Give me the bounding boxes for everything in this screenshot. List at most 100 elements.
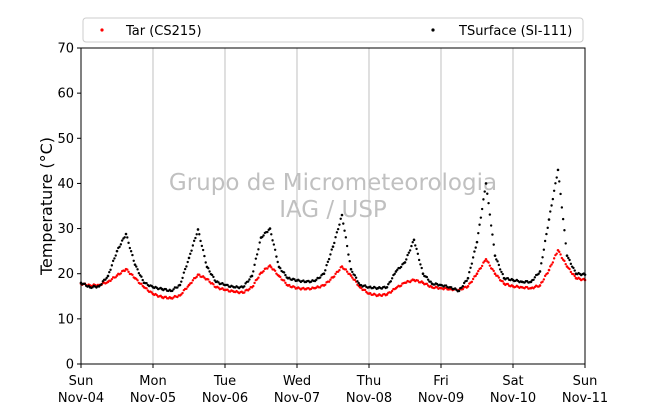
- data-point: [538, 270, 542, 273]
- data-point-interp: [342, 222, 345, 225]
- data-point-interp: [482, 198, 485, 201]
- data-point-interp: [198, 233, 201, 236]
- data-point-interp: [140, 275, 143, 278]
- y-axis: 0 10 20 30 40 50 60 70: [57, 42, 81, 373]
- data-point-interp: [270, 266, 273, 269]
- data-point-interp: [140, 282, 143, 285]
- data-point-interp: [212, 275, 215, 279]
- data-point-interp: [252, 284, 255, 288]
- x-tick-label-date: Nov-06: [202, 391, 248, 406]
- data-point-interp: [109, 268, 112, 271]
- series-tar: [79, 248, 587, 300]
- x-tick-label-date: Nov-07: [274, 391, 320, 406]
- data-point: [547, 218, 551, 221]
- data-point-interp: [543, 274, 547, 278]
- data-point-interp: [217, 281, 220, 284]
- data-point-interp: [389, 280, 393, 283]
- data-point-interp: [136, 279, 139, 282]
- data-point: [421, 272, 425, 276]
- data-point-interp: [353, 274, 357, 277]
- data-point-interp: [411, 241, 414, 244]
- data-point-interp: [563, 259, 566, 263]
- y-tick-label: 10: [57, 312, 74, 327]
- data-point-interp: [252, 270, 255, 273]
- data-point-interp: [270, 233, 273, 236]
- data-point-interp: [136, 268, 139, 271]
- data-point: [412, 238, 416, 242]
- data-point-interp: [325, 263, 328, 267]
- data-point-interp: [126, 236, 129, 239]
- data-point-interp: [336, 227, 340, 231]
- data-point-interp: [176, 295, 179, 299]
- data-point-interp: [559, 192, 562, 196]
- data-point: [565, 254, 569, 257]
- data-point-interp: [470, 280, 474, 284]
- data-point-interp: [207, 278, 210, 281]
- y-tick-label: 20: [57, 267, 74, 282]
- data-point-interp: [541, 280, 544, 283]
- data-point-interp: [105, 276, 108, 280]
- data-point-interp: [344, 268, 348, 271]
- data-point-interp: [246, 280, 250, 283]
- data-point-interp: [363, 288, 367, 292]
- x-tick-label-date: Nov-09: [418, 391, 464, 406]
- data-point-interp: [186, 260, 189, 264]
- data-point-interp: [284, 281, 287, 285]
- plot-frame: [80, 47, 586, 365]
- data-point: [538, 284, 542, 287]
- data-point-interp: [118, 245, 121, 249]
- data-point-interp: [417, 258, 421, 262]
- data-point-interp: [550, 263, 553, 266]
- x-tick-label-day: Mon: [139, 374, 166, 389]
- watermark-line-2: IAG / USP: [279, 197, 387, 223]
- data-point-interp: [333, 241, 336, 245]
- data-point-interp: [444, 284, 448, 287]
- data-point-interp: [324, 269, 327, 272]
- data-point-interp: [282, 271, 286, 274]
- data-point-interp: [560, 206, 564, 209]
- data-point-interp: [339, 217, 342, 221]
- y-tick-label: 30: [57, 222, 74, 237]
- data-point-interp: [253, 281, 256, 285]
- y-axis-label: Temperature (°C): [37, 137, 56, 276]
- data-point-interp: [474, 274, 477, 278]
- data-point-interp: [123, 236, 126, 239]
- data-point: [475, 240, 479, 244]
- data-point-interp: [419, 263, 422, 266]
- data-point-interp: [333, 275, 336, 278]
- data-point-interp: [545, 232, 548, 236]
- data-point-interp: [243, 291, 246, 294]
- data-point-interp: [369, 292, 372, 295]
- data-point-interp: [248, 287, 251, 291]
- data-point-interp: [542, 248, 546, 251]
- y-tick-label: 40: [57, 177, 74, 192]
- data-point-interp: [262, 234, 265, 237]
- data-point-interp: [393, 272, 396, 276]
- data-point-interp: [415, 247, 418, 251]
- data-point-interp: [477, 231, 480, 235]
- data-point-interp: [425, 275, 429, 279]
- x-tick-label-date: Nov-11: [562, 391, 608, 406]
- data-point-interp: [293, 285, 296, 289]
- data-point: [385, 293, 389, 296]
- data-point-interp: [543, 239, 547, 243]
- data-point: [556, 168, 560, 172]
- y-tick-label: 50: [57, 132, 74, 147]
- data-point-interp: [243, 285, 246, 288]
- data-point-interp: [318, 286, 322, 289]
- data-point-interp: [190, 281, 193, 285]
- data-point-interp: [171, 289, 174, 293]
- data-point-interp: [561, 217, 565, 221]
- data-point-interp: [555, 252, 558, 255]
- data-point-interp: [172, 288, 175, 291]
- data-point-interp: [348, 259, 351, 263]
- data-point-interp: [128, 246, 132, 250]
- data-point-interp: [408, 249, 412, 252]
- data-point-interp: [284, 273, 287, 277]
- data-point-interp: [555, 176, 558, 179]
- data-point-interp: [569, 262, 573, 266]
- data-point-interp: [573, 274, 576, 278]
- data-point-interp: [500, 270, 503, 274]
- data-point-interp: [318, 276, 322, 279]
